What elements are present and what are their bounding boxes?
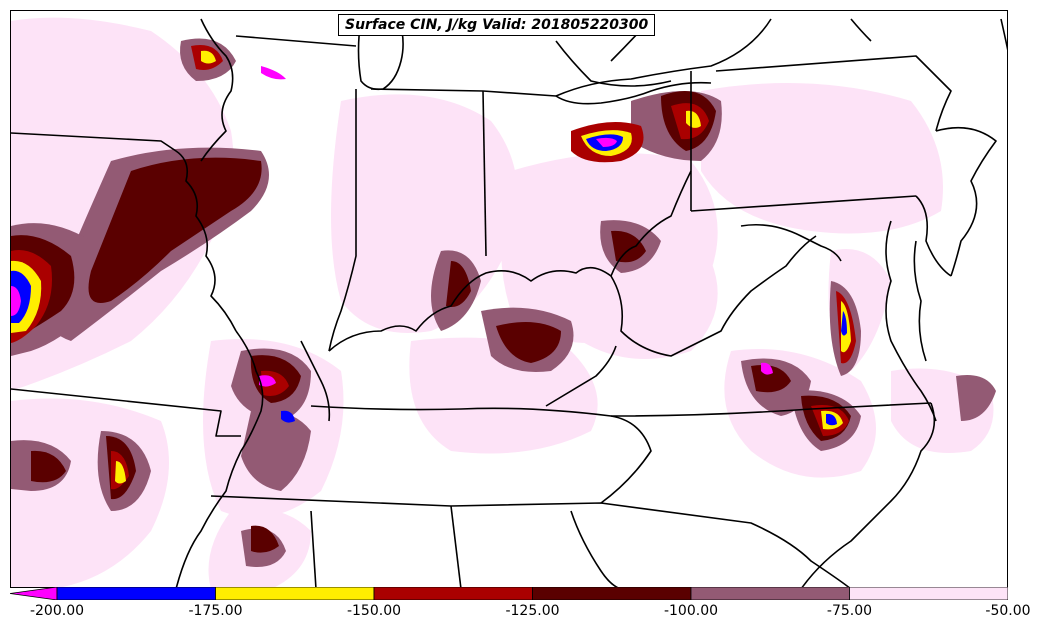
colorbar-bin [849, 587, 1008, 600]
colorbar-bin [215, 587, 375, 600]
colorbar-tick-label: -175.00 [188, 603, 243, 619]
colorbar-tick-label: -150.00 [346, 603, 402, 619]
colorbar-tick-label: -200.00 [29, 603, 85, 619]
colorbar-tick-label: -50.00 [985, 603, 1031, 619]
colorbar-tick-label: -125.00 [505, 603, 560, 619]
cin-map [11, 17, 1007, 587]
colorbar-tick-label: -100.00 [663, 603, 719, 619]
colorbar-bin [532, 587, 692, 600]
colorbar [10, 587, 1008, 600]
colorbar-bin [373, 587, 533, 600]
colorbar-bin [56, 587, 216, 600]
cin-shading [11, 17, 996, 587]
colorbar-tick-label: -75.00 [826, 603, 873, 619]
state-boundaries [11, 18, 1007, 587]
colorbar-bin [690, 587, 850, 600]
map-title: Surface CIN, J/kg Valid: 201805220300 [338, 14, 656, 36]
map-panel [10, 10, 1008, 588]
colorbar-underflow [10, 587, 58, 600]
